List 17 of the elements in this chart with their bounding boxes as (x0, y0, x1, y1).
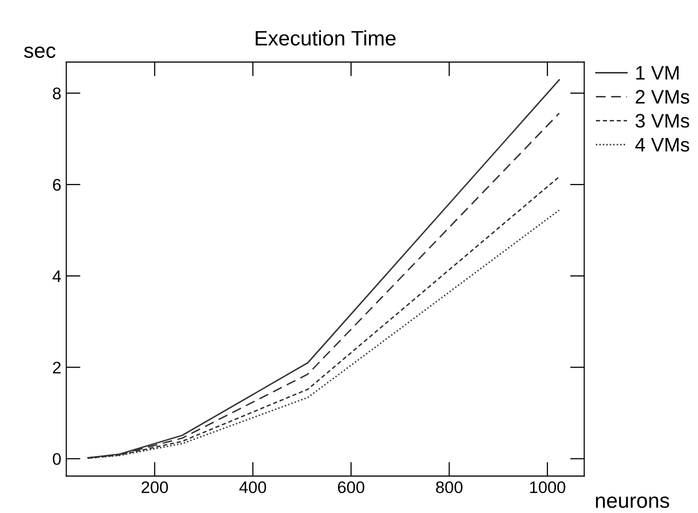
chart-title: Execution Time (256, 30, 396, 46)
x-tick-label: 800 (436, 481, 462, 494)
legend-label: 3 VMs (636, 114, 690, 128)
y-tick-label: 4 (52, 270, 61, 282)
y-tick-label: 2 (53, 362, 61, 374)
legend-label: 2 VMs (636, 90, 690, 104)
y-tick-label: 6 (53, 178, 61, 191)
x-tick-label: 600 (338, 481, 364, 494)
x-axis-title: neurons (596, 496, 670, 508)
x-tick-label: 200 (142, 481, 168, 494)
y-tick-label: 8 (52, 88, 61, 100)
y-tick-label: 0 (52, 453, 61, 465)
y-axis-title: sec (24, 46, 56, 58)
legend-label: 1 VM (636, 66, 679, 80)
x-tick-label: 1000 (530, 481, 566, 494)
x-tick-label: 400 (239, 481, 266, 494)
legend-label: 4 VMs (635, 138, 690, 152)
